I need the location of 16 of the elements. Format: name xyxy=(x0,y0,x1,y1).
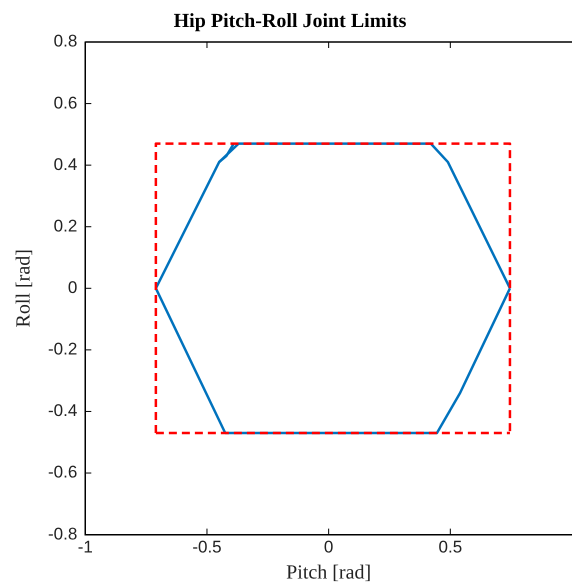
y-tick-label: 0.8 xyxy=(54,32,78,51)
y-tick-label: 0.2 xyxy=(54,216,78,236)
y-tick-label: -0.6 xyxy=(48,462,78,482)
y-axis-title: Roll [rad] xyxy=(12,249,34,328)
y-tick-label: 0 xyxy=(68,278,78,297)
y-tick-label: -0.2 xyxy=(48,340,78,359)
y-tick-label: -0.4 xyxy=(48,401,78,420)
x-tick-label: -0.5 xyxy=(192,537,222,556)
x-tick-label: -1 xyxy=(78,537,93,556)
x-tick-label: 0.5 xyxy=(438,537,462,556)
x-tick-label: 0 xyxy=(324,537,334,556)
y-tick-label: 0.4 xyxy=(54,154,78,174)
chart-title: Hip Pitch-Roll Joint Limits xyxy=(174,10,407,32)
x-axis-title: Pitch [rad] xyxy=(286,561,372,584)
y-tick-label: -0.8 xyxy=(48,524,78,544)
y-tick-label: 0.6 xyxy=(54,93,78,112)
